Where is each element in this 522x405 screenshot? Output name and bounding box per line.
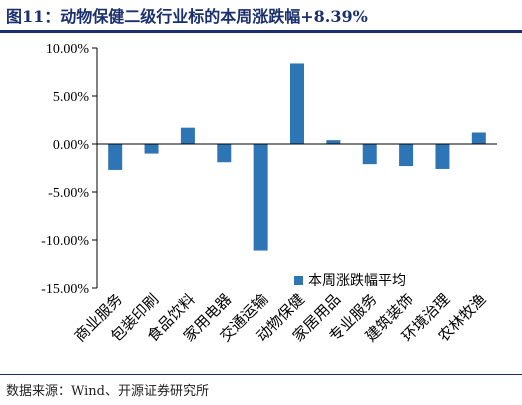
bar xyxy=(108,144,123,170)
bars xyxy=(108,63,486,251)
bar xyxy=(290,63,304,144)
bar xyxy=(435,144,450,169)
figure-title: 图11：动物保健二级行业标的本周涨跌幅+8.39% xyxy=(6,7,368,26)
title-divider xyxy=(0,30,522,33)
bar xyxy=(180,127,195,144)
y-tick-label: 10.00% xyxy=(46,42,90,57)
bar xyxy=(217,144,232,163)
bar xyxy=(399,144,414,167)
bar-chart: 10.00% 5.00% 0.00% -5.00% -10.00% -15.00% 商业服… xyxy=(41,42,497,345)
legend-swatch xyxy=(294,276,303,285)
y-tick-label: -10.00% xyxy=(41,234,89,249)
bar xyxy=(362,144,377,165)
source-note: 数据来源：Wind、开源证券研究所 xyxy=(6,384,209,399)
bar xyxy=(471,132,486,144)
y-tick-label: -5.00% xyxy=(48,186,89,201)
y-tick-label: 5.00% xyxy=(53,90,90,105)
x-axis: 商业服务包装印刷食品饮料家用电器交通运输动物保健家居用品专业服务建筑装饰环境治理… xyxy=(71,143,497,345)
bar xyxy=(253,144,268,251)
y-tick-label: 0.00% xyxy=(53,138,90,153)
footer-divider xyxy=(0,374,522,375)
y-axis: 10.00% 5.00% 0.00% -5.00% -10.00% -15.00% xyxy=(41,42,98,297)
bar xyxy=(144,144,159,154)
bar xyxy=(326,140,341,144)
legend-label: 本周涨跌幅平均 xyxy=(308,273,406,289)
y-tick-label: -15.00% xyxy=(41,282,89,297)
legend: 本周涨跌幅平均 xyxy=(294,273,406,289)
